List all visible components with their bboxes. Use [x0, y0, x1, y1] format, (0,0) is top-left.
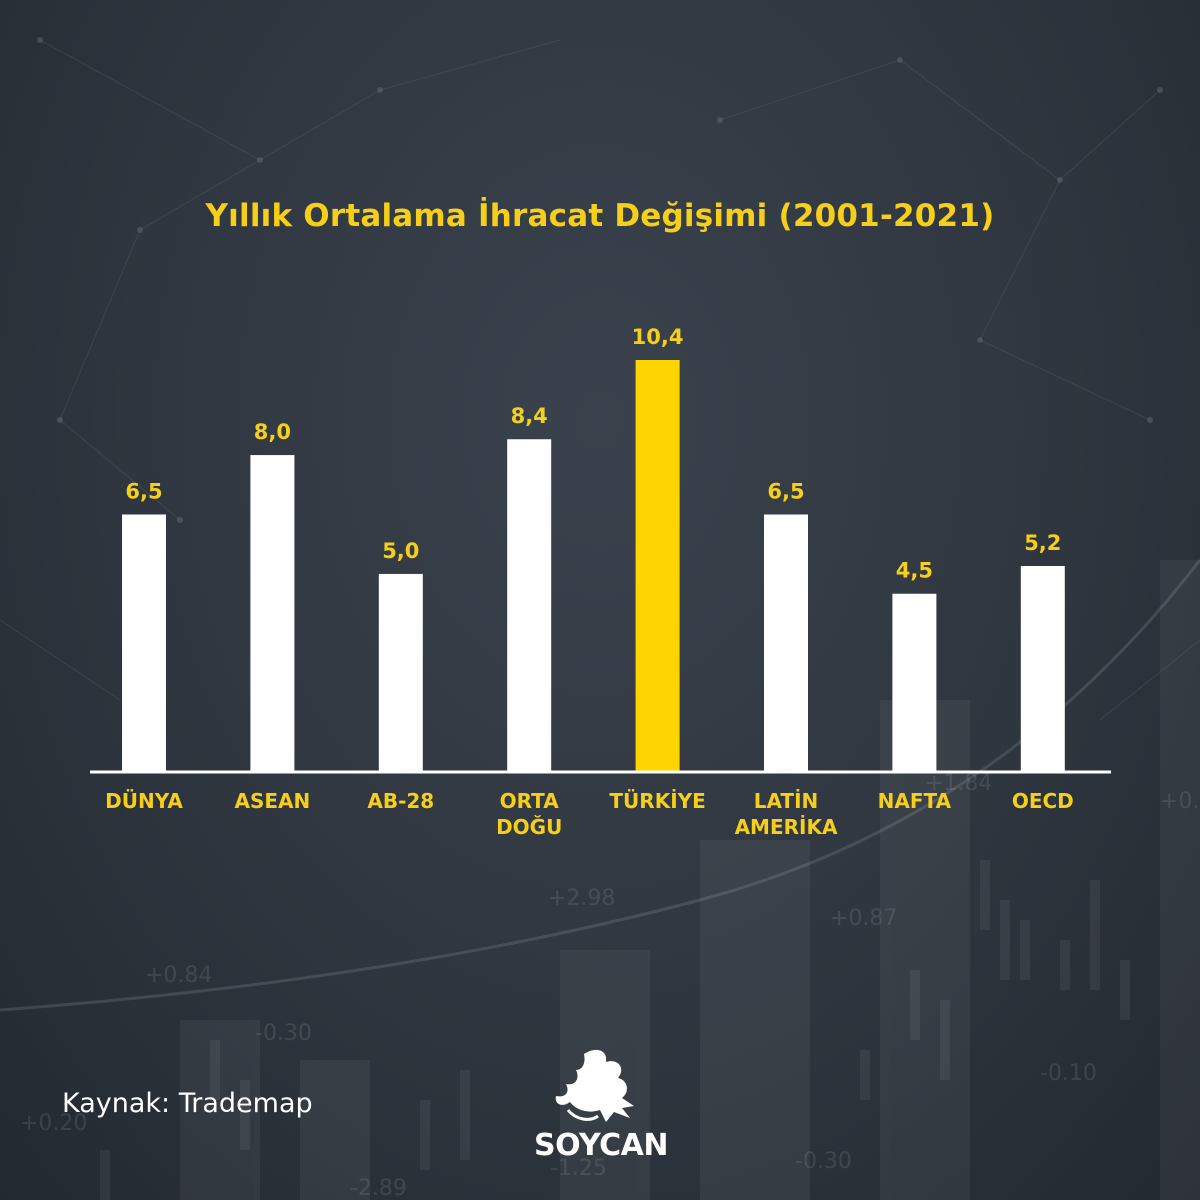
category-label: AMERİKA [735, 815, 838, 839]
chart-title: Yıllık Ortalama İhracat Değişimi (2001-2… [205, 198, 995, 234]
category-label: OECD [1012, 789, 1074, 813]
griffin-icon [555, 1049, 634, 1122]
category-label: DOĞU [496, 815, 562, 839]
soycan-logo: SOYCAN [526, 1044, 676, 1164]
bar-orta-doğu [507, 439, 552, 772]
bar-dünya [122, 514, 166, 772]
logo-text: SOYCAN [533, 1128, 669, 1163]
category-label: ORTA [500, 789, 560, 813]
category-label: ASEAN [235, 789, 311, 813]
bar-türki̇ye [635, 360, 680, 772]
value-label: 4,5 [896, 559, 933, 583]
bar-oecd [1020, 566, 1065, 772]
source-text: Kaynak: Trademap [62, 1088, 313, 1119]
value-label: 8,0 [254, 420, 291, 444]
category-label: AB-28 [367, 789, 434, 813]
bar-lati̇n-ameri̇ka [764, 514, 808, 772]
value-label: 8,4 [511, 404, 548, 428]
bar-asean [250, 455, 295, 772]
bar-ab-28 [378, 573, 423, 772]
category-label: TÜRKİYE [609, 789, 705, 813]
value-label: 6,5 [767, 480, 804, 504]
bar-nafta [892, 593, 937, 772]
value-label: 5,2 [1024, 531, 1061, 555]
value-label: 10,4 [632, 325, 684, 349]
value-label: 5,0 [382, 539, 419, 563]
category-label: NAFTA [878, 789, 952, 813]
value-label: 6,5 [125, 480, 162, 504]
category-label: DÜNYA [105, 789, 183, 813]
category-label: LATİN [754, 789, 819, 813]
